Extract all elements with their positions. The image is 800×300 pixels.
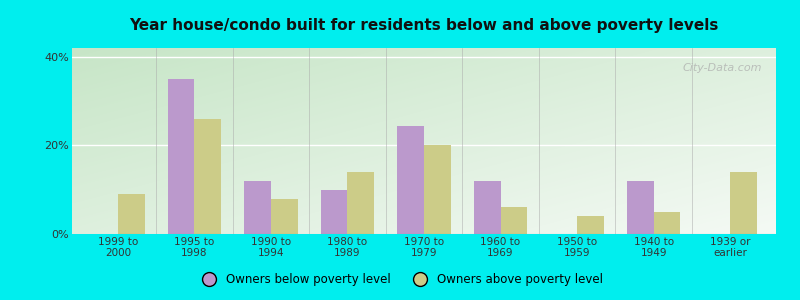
Bar xyxy=(118,194,145,234)
Bar xyxy=(730,172,757,234)
Bar xyxy=(271,199,298,234)
Bar xyxy=(347,172,374,234)
Bar xyxy=(398,125,424,234)
Bar xyxy=(626,181,654,234)
Bar xyxy=(474,181,501,234)
Bar xyxy=(501,207,527,234)
Title: Year house/condo built for residents below and above poverty levels: Year house/condo built for residents bel… xyxy=(130,18,718,33)
Legend: Owners below poverty level, Owners above poverty level: Owners below poverty level, Owners above… xyxy=(193,269,607,291)
Text: City-Data.com: City-Data.com xyxy=(682,63,762,73)
Bar xyxy=(654,212,680,234)
Bar xyxy=(168,79,194,234)
Bar xyxy=(194,119,222,234)
Bar xyxy=(244,181,271,234)
Bar xyxy=(577,216,604,234)
Bar xyxy=(321,190,347,234)
Bar xyxy=(424,146,450,234)
